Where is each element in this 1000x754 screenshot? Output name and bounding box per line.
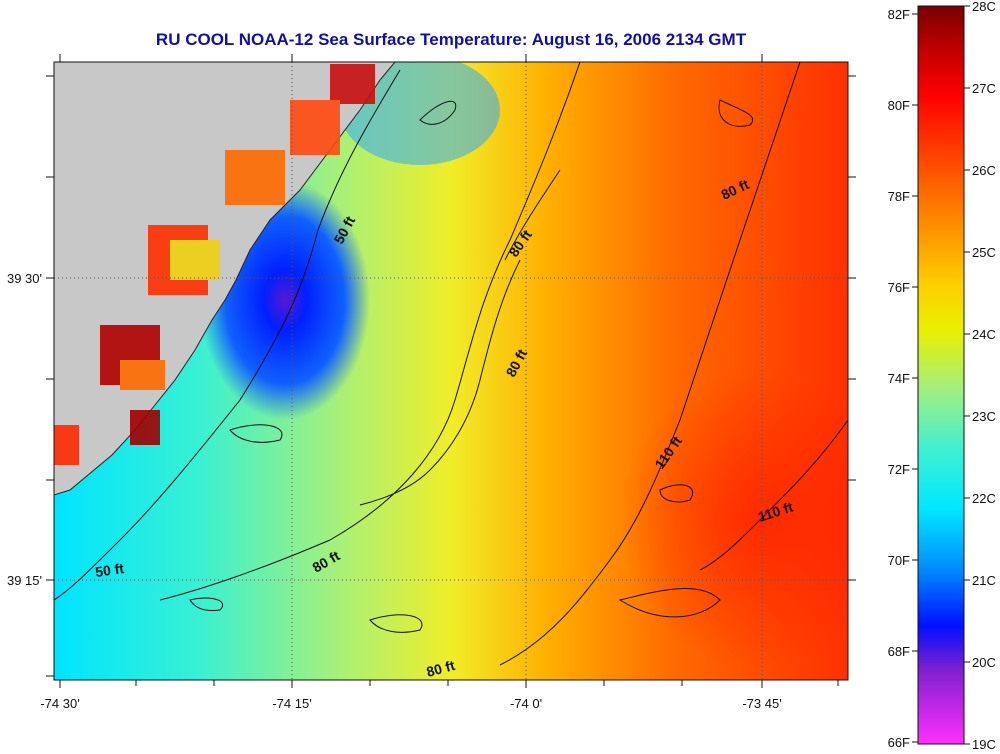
- colorbar-c-label: 23C: [972, 409, 996, 424]
- colorbar-f-label: 78F: [888, 189, 910, 204]
- colorbar-f-label: 82F: [888, 7, 910, 22]
- cool-water-patch: [340, 62, 500, 165]
- colorbar-c-label: 27C: [972, 81, 996, 96]
- colorbar-c-label: 24C: [972, 327, 996, 342]
- colorbar-f-label: 76F: [888, 280, 910, 295]
- colorbar-c-label: 22C: [972, 491, 996, 506]
- map-frame: [53, 61, 849, 681]
- colorbar-c-label: 20C: [972, 655, 996, 670]
- longitude-label: -74 0': [510, 696, 542, 711]
- colorbar: 82F 80F 78F 76F 74F 72F 70F 68F 66F 28C …: [888, 0, 996, 752]
- colorbar-f-label: 80F: [888, 98, 910, 113]
- axis-ticks: [46, 54, 856, 688]
- warm-water-patch: [620, 370, 848, 670]
- colorbar-scale: [917, 5, 965, 745]
- map-title: RU COOL NOAA-12 Sea Surface Temperature:…: [155, 30, 747, 49]
- longitude-label: -74 15': [272, 696, 311, 711]
- map-area: 50 ft 80 ft 80 ft 80 ft 110 ft 110 ft 50…: [54, 62, 848, 680]
- colorbar-c-label: 21C: [972, 573, 996, 588]
- colorbar-c-label: 25C: [972, 245, 996, 260]
- colorbar-f-label: 68F: [888, 644, 910, 659]
- colorbar-c-label: 26C: [972, 163, 996, 178]
- colorbar-f-label: 70F: [888, 553, 910, 568]
- colorbar-c-label: 28C: [972, 0, 996, 14]
- contour-label: 80 ft: [425, 657, 457, 680]
- colorbar-f-label: 72F: [888, 462, 910, 477]
- longitude-label: -73 45': [742, 696, 781, 711]
- depth-contours: [54, 62, 848, 666]
- colorbar-f-label: 74F: [888, 371, 910, 386]
- colorbar-c-label: 19C: [972, 737, 996, 752]
- contour-label: 50 ft: [94, 560, 125, 580]
- longitude-label: -74 30': [40, 696, 79, 711]
- coastal-warm-pixels: [54, 64, 375, 465]
- latitude-label: 39 15': [7, 573, 42, 588]
- graticule: [54, 62, 848, 680]
- latitude-label: 39 30': [7, 271, 42, 286]
- colorbar-f-label: 66F: [888, 735, 910, 750]
- colorbar-ticks: [912, 5, 970, 745]
